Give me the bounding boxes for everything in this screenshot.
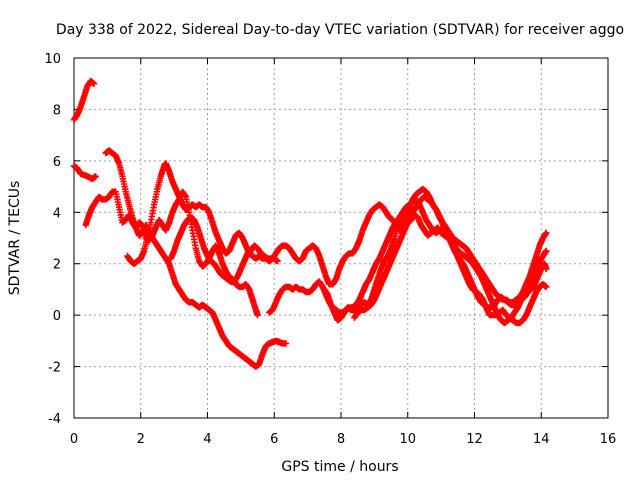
- y-tick-label: 10: [44, 52, 61, 67]
- chart-title: Day 338 of 2022, Sidereal Day-to-day VTE…: [56, 22, 624, 38]
- x-tick-label: 12: [466, 432, 483, 447]
- y-tick-label: 6: [53, 155, 61, 170]
- series-arc-1: [70, 77, 98, 123]
- x-tick-label: 14: [533, 432, 550, 447]
- x-tick-label: 0: [70, 432, 78, 447]
- x-tick-label: 6: [270, 432, 278, 447]
- data-point-markers: [321, 211, 550, 327]
- y-tick-label: -2: [48, 361, 61, 376]
- y-tick-label: 4: [53, 206, 61, 221]
- series-arc-2: [70, 162, 99, 183]
- data-point-markers: [351, 193, 550, 321]
- data-point-markers: [167, 214, 281, 285]
- y-tick-label: 2: [53, 258, 61, 273]
- data-point-markers: [70, 162, 99, 183]
- x-tick-label: 16: [600, 432, 617, 447]
- data-point-markers: [102, 147, 290, 370]
- x-tick-label: 2: [137, 432, 145, 447]
- series-arc-4: [102, 147, 290, 370]
- data-series: [70, 77, 550, 370]
- y-tick-label: 8: [53, 103, 61, 118]
- x-tick-label: 10: [399, 432, 416, 447]
- data-point-markers: [70, 77, 98, 123]
- y-tick-label: 0: [53, 309, 61, 324]
- x-tick-label: 8: [337, 432, 345, 447]
- x-tick-label: 4: [203, 432, 211, 447]
- series-arc-6: [167, 214, 281, 285]
- y-tick-label: -4: [48, 412, 61, 427]
- y-axis-label: SDTVAR / TECUs: [7, 181, 23, 296]
- x-axis-label: GPS time / hours: [281, 459, 398, 475]
- axis-ticks: 0 2 4 6 8 10 12 14 16 -4 -2 0 2 4 6 8 10: [44, 52, 616, 447]
- series-arc-9: [351, 193, 550, 321]
- series-arc-8: [321, 211, 550, 327]
